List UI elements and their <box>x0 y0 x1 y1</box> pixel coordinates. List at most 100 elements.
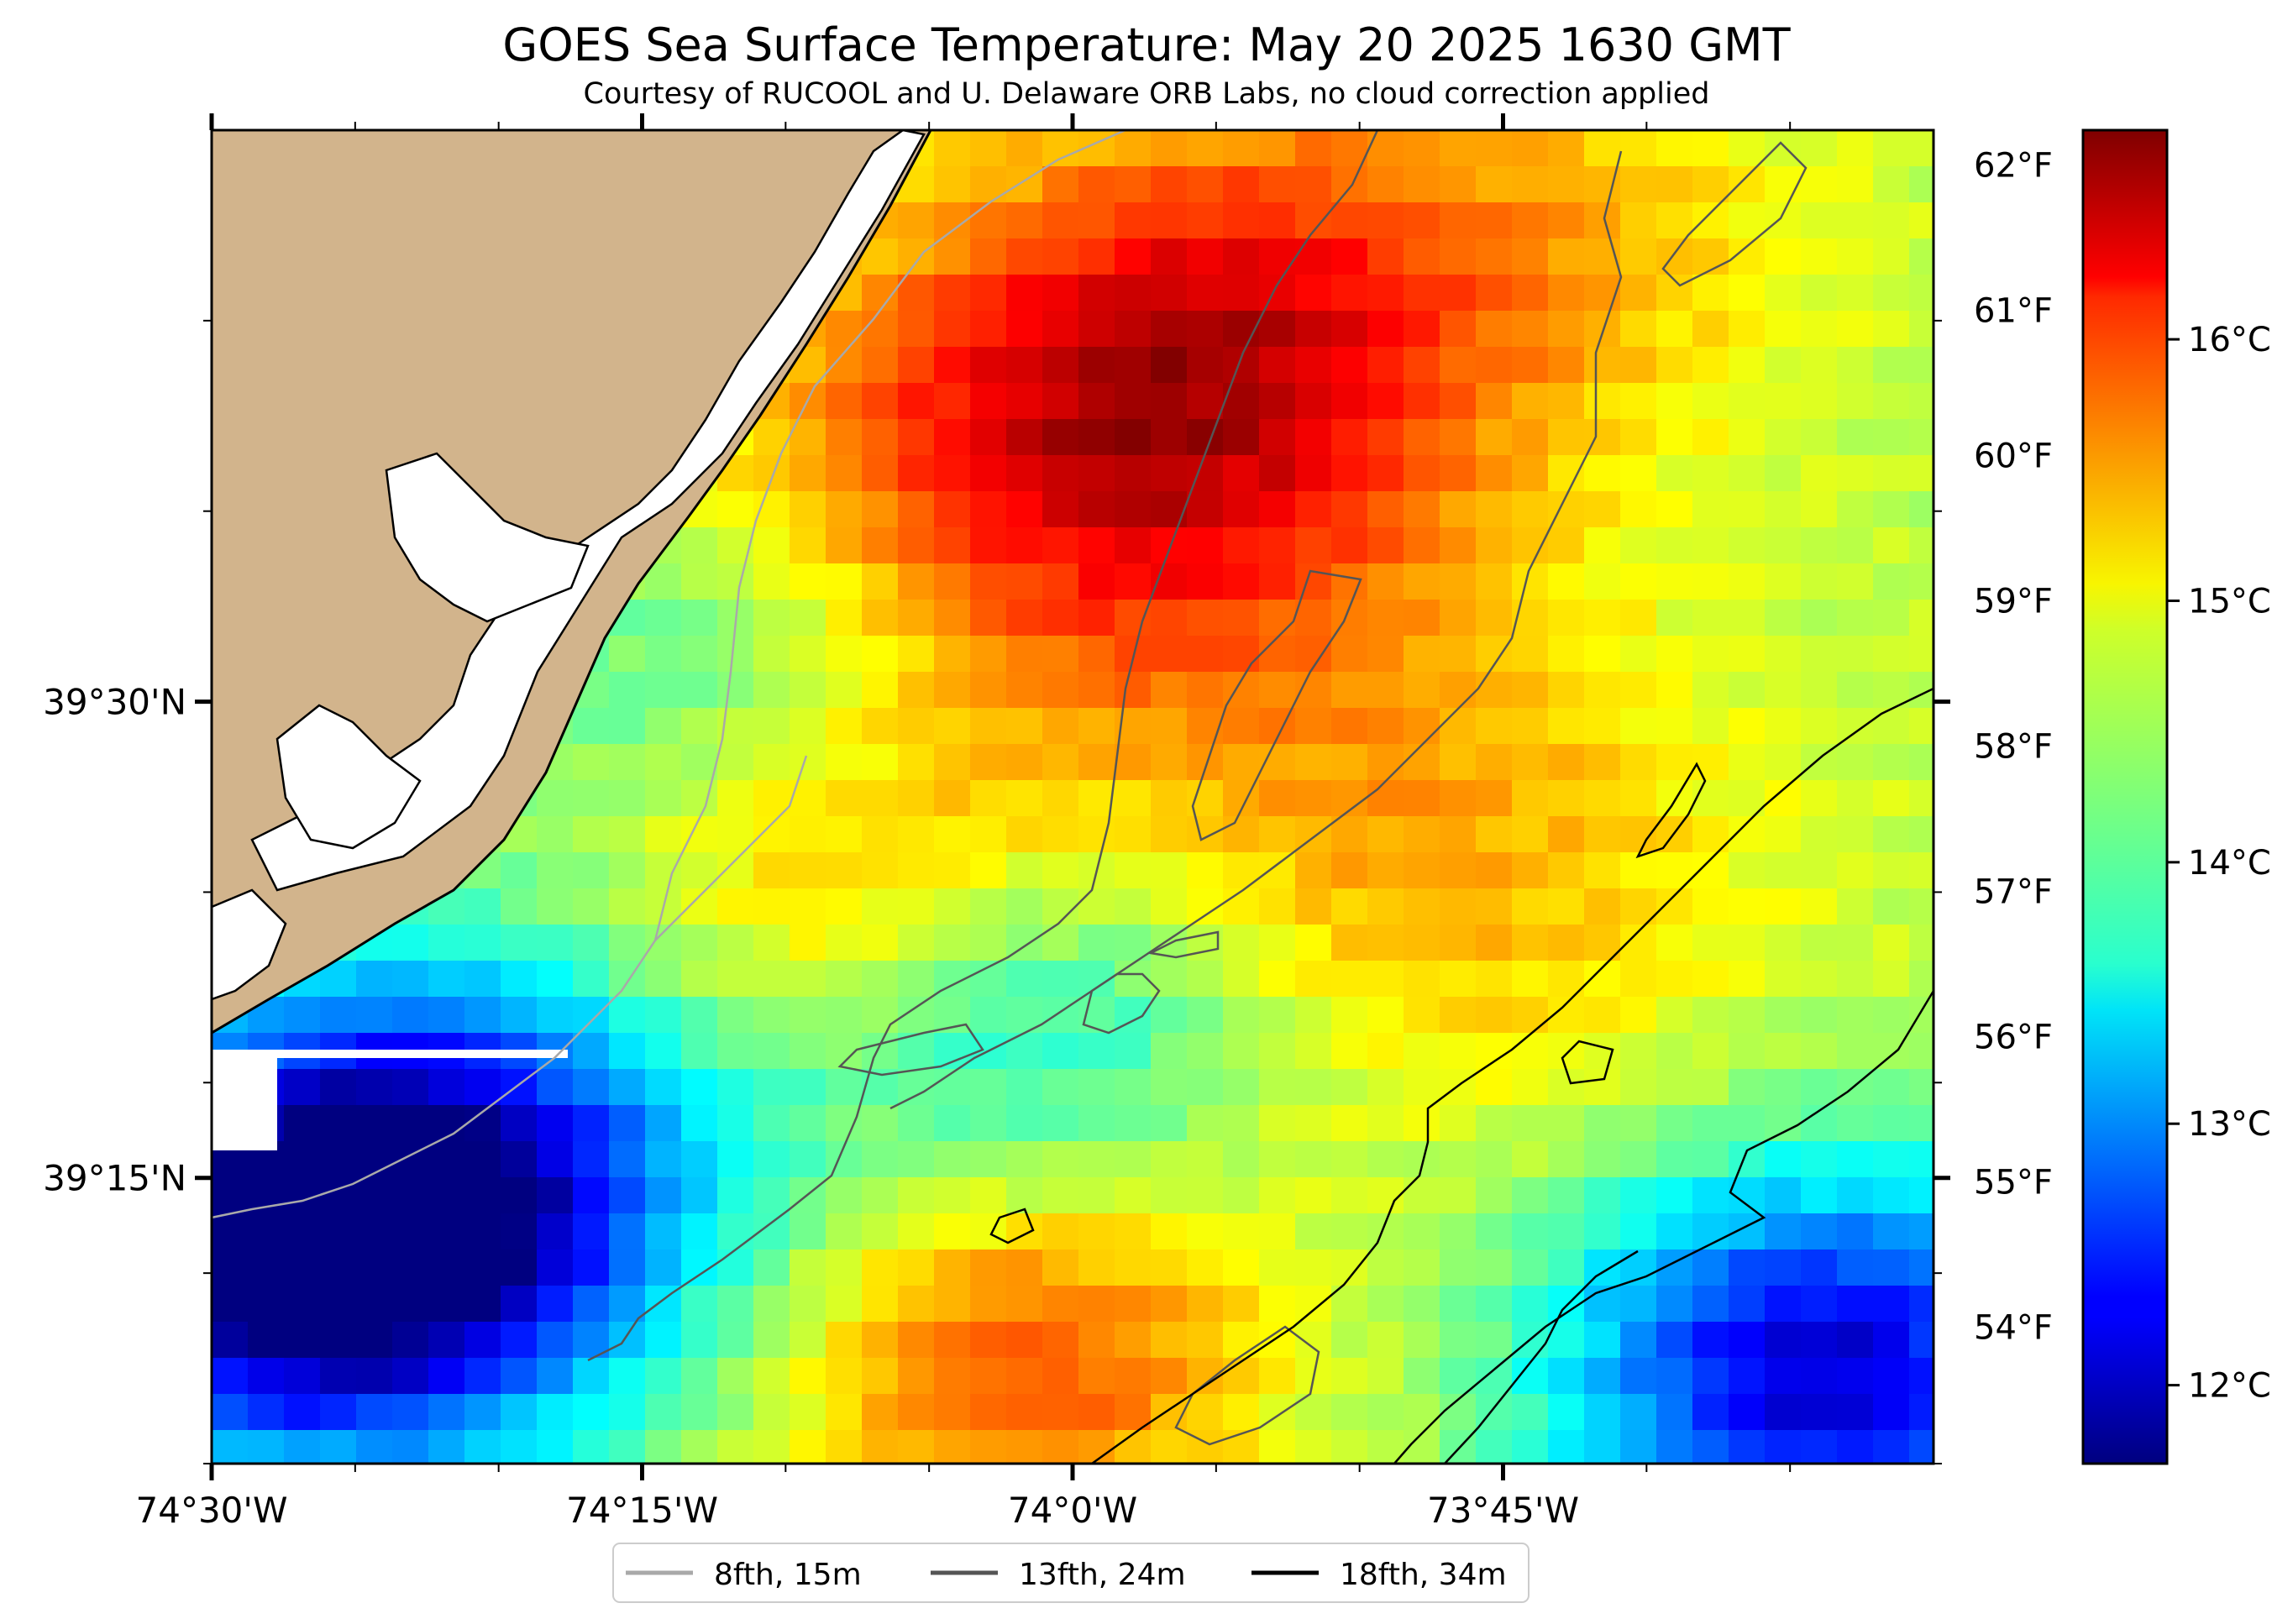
sst-cell <box>1801 166 1838 203</box>
sst-cell <box>537 1322 574 1359</box>
sst-cell <box>1006 419 1043 456</box>
sst-cell <box>1801 1069 1838 1106</box>
sst-cell <box>1187 563 1224 600</box>
sst-cell <box>1873 1177 1910 1214</box>
sst-cell <box>898 636 935 673</box>
sst-cell <box>1187 275 1224 312</box>
sst-cell <box>1331 311 1368 348</box>
sst-cell <box>1367 600 1404 637</box>
sst-cell <box>1765 1322 1802 1359</box>
sst-cell <box>1151 1358 1188 1395</box>
sst-cell <box>826 1177 863 1214</box>
sst-cell <box>1765 1033 1802 1070</box>
sst-cell <box>1115 275 1152 312</box>
sst-cell <box>717 888 754 925</box>
sst-cell <box>1404 491 1440 528</box>
sst-cell <box>898 852 935 889</box>
sst-cell <box>1115 347 1152 384</box>
fahrenheit-label: 57°F <box>1974 872 2053 911</box>
sst-cell <box>1331 419 1368 456</box>
sst-cell <box>1584 997 1621 1034</box>
sst-cell <box>681 1105 718 1142</box>
sst-cell <box>1440 491 1477 528</box>
sst-cell <box>1620 816 1657 853</box>
sst-cell <box>1223 600 1260 637</box>
sst-cell <box>862 1141 899 1178</box>
sst-cell <box>1909 202 1934 239</box>
sst-cell <box>1476 925 1513 961</box>
sst-cell <box>1367 1033 1404 1070</box>
sst-cell <box>1512 636 1549 673</box>
sst-cell <box>1512 1141 1549 1178</box>
sst-cell <box>1512 708 1549 745</box>
sst-cell <box>934 1177 971 1214</box>
sst-cell <box>573 1249 610 1286</box>
sst-cell <box>1006 1358 1043 1395</box>
sst-cell <box>1837 1322 1874 1359</box>
sst-cell <box>1548 311 1585 348</box>
sst-cell <box>1584 383 1621 420</box>
sst-cell <box>537 1069 574 1106</box>
sst-cell <box>1440 130 1477 167</box>
sst-cell <box>212 1430 249 1464</box>
sst-cell <box>1765 1177 1802 1214</box>
sst-cell <box>1512 780 1549 817</box>
sst-cell <box>248 1213 285 1250</box>
sst-cell <box>862 347 899 384</box>
sst-cell <box>1512 1105 1549 1142</box>
sst-cell <box>320 1249 357 1286</box>
sst-cell <box>898 1141 935 1178</box>
sst-cell <box>573 1141 610 1178</box>
sst-cell <box>1512 961 1549 998</box>
sst-cell <box>1692 925 1729 961</box>
sst-cell <box>1548 383 1585 420</box>
sst-cell <box>826 816 863 853</box>
sst-cell <box>790 455 826 492</box>
sst-cell <box>934 744 971 781</box>
sst-cell <box>609 1322 646 1359</box>
sst-cell <box>1223 1430 1260 1464</box>
sst-cell <box>1548 347 1585 384</box>
sst-cell <box>284 1430 321 1464</box>
sst-cell <box>1006 708 1043 745</box>
sst-cell <box>934 925 971 961</box>
sst-cell <box>753 852 790 889</box>
sst-cell <box>1151 311 1188 348</box>
fahrenheit-label: 54°F <box>1974 1308 2053 1347</box>
x-tick-label: 74°0'W <box>1008 1490 1137 1531</box>
sst-cell <box>1440 744 1477 781</box>
sst-cell <box>1223 1177 1260 1214</box>
sst-cell <box>1656 419 1693 456</box>
sst-cell <box>898 925 935 961</box>
sst-cell <box>681 672 718 709</box>
sst-cell <box>501 925 538 961</box>
contour-18fth <box>1393 990 1934 1464</box>
sst-cell <box>1331 1105 1368 1142</box>
sst-cell <box>1873 527 1910 564</box>
sst-cell <box>681 527 718 564</box>
sst-cell <box>1512 1213 1549 1250</box>
sst-cell <box>501 1430 538 1464</box>
sst-cell <box>1295 1430 1332 1464</box>
sst-cell <box>1295 1177 1332 1214</box>
sst-cell <box>898 347 935 384</box>
sst-cell <box>1692 1105 1729 1142</box>
sst-cell <box>753 1249 790 1286</box>
sst-cell <box>1476 600 1513 637</box>
sst-cell <box>1223 275 1260 312</box>
sst-cell <box>1223 238 1260 275</box>
sst-cell <box>862 600 899 637</box>
sst-cell <box>753 1033 790 1070</box>
sst-cell <box>1006 455 1043 492</box>
sst-cell <box>1367 347 1404 384</box>
sst-cell <box>392 1322 429 1359</box>
sst-cell <box>1187 1069 1224 1106</box>
sst-cell <box>753 1322 790 1359</box>
sst-cell <box>790 997 826 1034</box>
sst-cell <box>1440 816 1477 853</box>
sst-cell <box>970 1069 1007 1106</box>
sst-cell <box>1584 455 1621 492</box>
sst-cell <box>1873 166 1910 203</box>
sst-cell <box>1295 491 1332 528</box>
sst-cell <box>1151 202 1188 239</box>
